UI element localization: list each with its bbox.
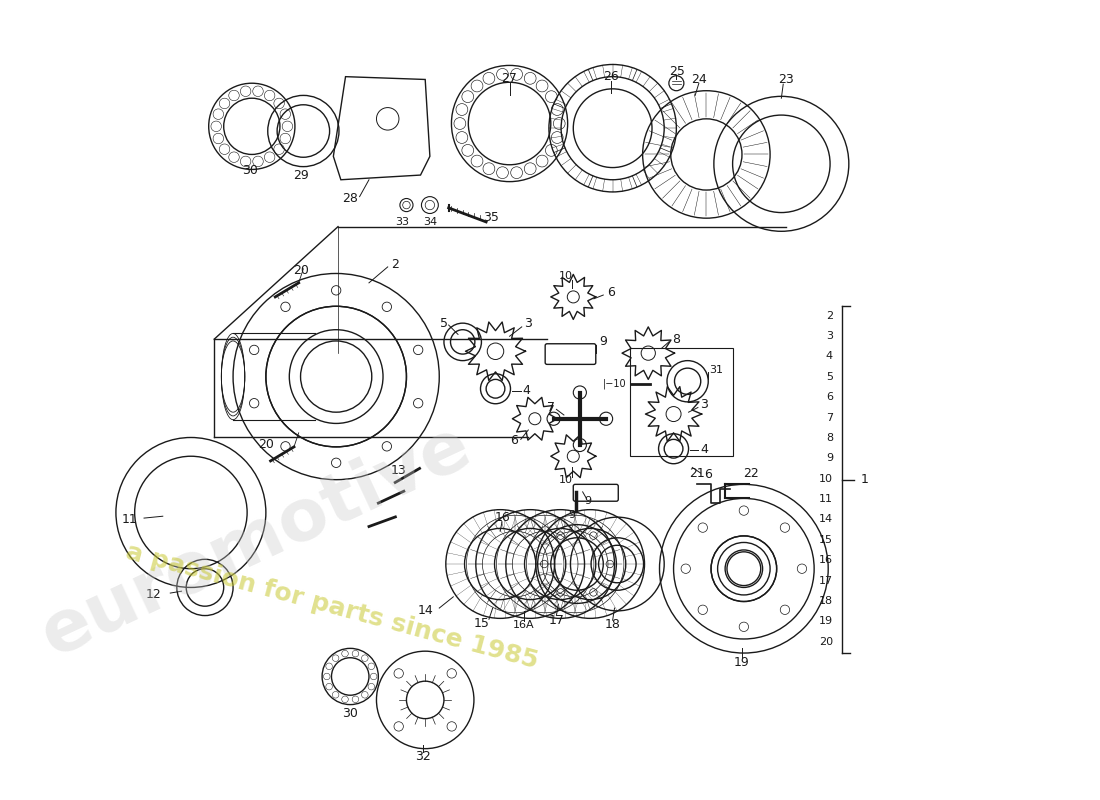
Text: 5: 5 <box>440 317 448 330</box>
Text: 30: 30 <box>342 707 359 721</box>
Text: 8: 8 <box>672 333 681 346</box>
Text: 16: 16 <box>818 555 833 566</box>
Text: 18: 18 <box>605 618 620 631</box>
Text: 10: 10 <box>818 474 833 484</box>
Text: 11: 11 <box>818 494 833 504</box>
Text: 4: 4 <box>522 384 530 397</box>
Text: 2: 2 <box>826 310 833 321</box>
Text: 6: 6 <box>510 434 518 447</box>
Text: 20: 20 <box>818 637 833 647</box>
Text: 10: 10 <box>559 271 573 282</box>
Text: 16: 16 <box>495 510 510 524</box>
Text: 3: 3 <box>525 317 532 330</box>
Text: 4: 4 <box>826 351 833 362</box>
Text: 15: 15 <box>818 535 833 545</box>
Text: 7: 7 <box>826 413 833 422</box>
Text: 22: 22 <box>744 466 759 480</box>
Text: 6: 6 <box>826 392 833 402</box>
Text: 12: 12 <box>145 589 162 602</box>
Text: 35: 35 <box>483 210 498 224</box>
Text: 6: 6 <box>607 286 615 298</box>
Text: 21: 21 <box>689 466 705 480</box>
Text: 24: 24 <box>691 73 706 86</box>
Text: 15: 15 <box>473 617 490 630</box>
Text: 9: 9 <box>568 510 575 520</box>
Text: 31: 31 <box>708 365 723 375</box>
Text: 9: 9 <box>600 335 607 348</box>
Text: 19: 19 <box>818 617 833 626</box>
Text: 33: 33 <box>395 217 409 227</box>
Text: 2: 2 <box>392 258 399 270</box>
Text: 10: 10 <box>559 474 573 485</box>
Text: 20: 20 <box>257 438 274 451</box>
Text: 3: 3 <box>701 398 708 411</box>
Text: 7: 7 <box>547 401 554 414</box>
Text: |−10: |−10 <box>603 379 627 390</box>
Text: 14: 14 <box>818 514 833 525</box>
Text: 30: 30 <box>242 164 257 177</box>
Text: 28: 28 <box>342 192 359 205</box>
Text: 17: 17 <box>549 614 564 626</box>
Text: 4: 4 <box>701 443 708 456</box>
Text: 13: 13 <box>392 464 407 477</box>
Text: 8: 8 <box>826 433 833 443</box>
Text: 18: 18 <box>818 596 833 606</box>
Text: 5: 5 <box>826 372 833 382</box>
Text: 27: 27 <box>502 72 517 85</box>
Text: 19: 19 <box>734 656 750 669</box>
Text: a passion for parts since 1985: a passion for parts since 1985 <box>122 539 540 673</box>
Text: 29: 29 <box>294 169 309 182</box>
Text: 6: 6 <box>704 469 712 482</box>
Text: 16A: 16A <box>513 620 535 630</box>
Bar <box>629 349 733 456</box>
Text: 11: 11 <box>122 514 138 526</box>
Text: 23: 23 <box>778 73 794 86</box>
Text: 26: 26 <box>603 70 618 83</box>
Text: 14: 14 <box>417 604 433 618</box>
Text: 9: 9 <box>826 454 833 463</box>
Text: 17: 17 <box>818 576 833 586</box>
Text: 34: 34 <box>422 217 437 227</box>
Text: 1: 1 <box>861 473 869 486</box>
Text: 20: 20 <box>294 264 309 277</box>
Text: 32: 32 <box>416 750 431 762</box>
Text: 3: 3 <box>826 331 833 341</box>
Text: euromotive: euromotive <box>31 411 482 670</box>
Text: 9: 9 <box>584 496 592 506</box>
Text: 25: 25 <box>670 66 685 78</box>
